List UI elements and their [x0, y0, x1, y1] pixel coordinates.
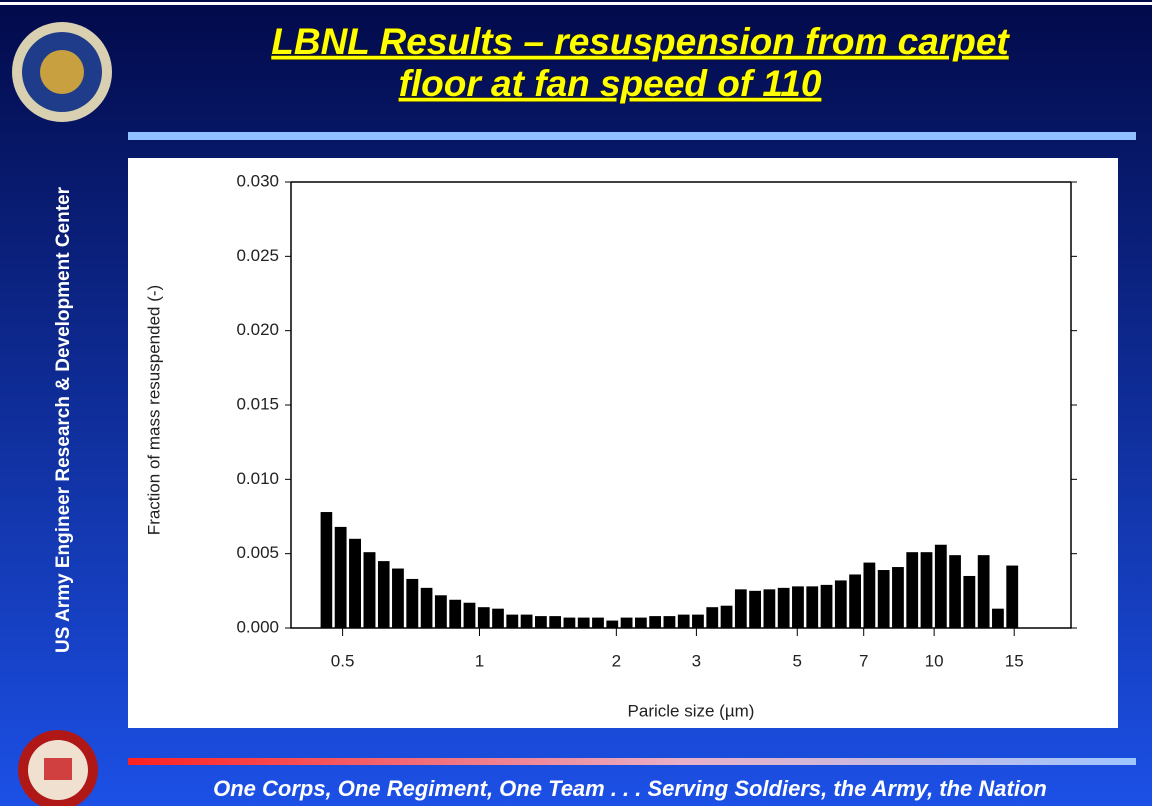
- bar: [806, 586, 819, 628]
- bar: [377, 561, 390, 628]
- x-tick-label: 0.5: [331, 651, 355, 670]
- x-tick-label: 7: [859, 651, 868, 670]
- y-tick-label: 0.005: [236, 543, 279, 562]
- bar: [834, 580, 847, 628]
- title-line: LBNL Results – resuspension from carpet: [271, 21, 1010, 62]
- bar: [406, 578, 419, 628]
- bar: [892, 567, 904, 628]
- y-tick-label: 0.030: [236, 171, 279, 190]
- x-axis-label: Paricle size (µm): [628, 701, 755, 720]
- footer: One Corps, One Regiment, One Team . . . …: [213, 776, 1047, 801]
- army-seal: [12, 22, 112, 122]
- bar: [363, 552, 376, 628]
- bar: [692, 614, 704, 628]
- y-tick-label: 0.025: [236, 246, 279, 265]
- bar: [820, 584, 833, 628]
- bar: [1006, 565, 1019, 628]
- bar: [949, 555, 961, 628]
- bar: [706, 607, 719, 628]
- bar: [620, 617, 633, 628]
- bar: [563, 617, 576, 628]
- bar: [592, 617, 604, 628]
- x-tick-label: 2: [612, 651, 621, 670]
- bar: [849, 574, 861, 628]
- chart-panel: [128, 158, 1118, 728]
- bar: [520, 614, 533, 628]
- bar: [634, 617, 647, 628]
- y-tick-label: 0.000: [236, 617, 279, 636]
- bar: [334, 526, 347, 628]
- chart: 0.000 0.005 0.010 0.015 0.020 0.025 0.030 0.5 1 2…: [144, 171, 1077, 720]
- bar: [320, 512, 333, 628]
- bar: [749, 590, 762, 628]
- bar: [677, 614, 690, 628]
- y-tick-label: 0.015: [236, 394, 279, 413]
- bar: [777, 587, 790, 628]
- bar: [649, 616, 662, 628]
- title-line: floor at fan speed of 110: [399, 63, 822, 104]
- bar: [977, 555, 990, 628]
- bar: [934, 544, 947, 628]
- bar: [663, 616, 676, 628]
- bar: [392, 568, 404, 628]
- bar: [349, 538, 362, 628]
- x-tick-label: 5: [793, 651, 802, 670]
- footer-rule: [128, 758, 1136, 765]
- y-tick-label: 0.010: [236, 469, 279, 488]
- bar: [963, 575, 976, 628]
- bar: [577, 617, 590, 628]
- top-rule: [0, 2, 1152, 5]
- bar: [877, 570, 890, 628]
- bar: [763, 589, 776, 628]
- y-tick-label: 0.020: [236, 320, 279, 339]
- bar: [420, 587, 433, 628]
- bar: [477, 607, 490, 628]
- bar: [906, 552, 919, 628]
- x-tick-label: 1: [475, 651, 484, 670]
- bar: [606, 620, 619, 628]
- bar: [792, 586, 804, 628]
- erdc-seal: [18, 730, 98, 806]
- bar: [920, 552, 933, 628]
- bar: [434, 595, 447, 628]
- y-axis-label: Fraction of mass resuspended (-): [144, 285, 163, 535]
- x-tick-label: 3: [692, 651, 701, 670]
- side-text: US Army Engineer Research & Development …: [53, 186, 74, 653]
- bar: [449, 599, 462, 628]
- bar: [506, 614, 519, 628]
- bar: [863, 562, 876, 628]
- bar: [534, 616, 547, 628]
- bar: [734, 589, 747, 628]
- bar: [720, 605, 733, 628]
- bar: [463, 602, 476, 628]
- bar: [549, 616, 562, 628]
- x-tick-label: 15: [1005, 651, 1024, 670]
- title-rule: [128, 132, 1136, 140]
- x-tick-label: 10: [925, 651, 944, 670]
- bar: [992, 608, 1004, 628]
- bar: [492, 608, 504, 628]
